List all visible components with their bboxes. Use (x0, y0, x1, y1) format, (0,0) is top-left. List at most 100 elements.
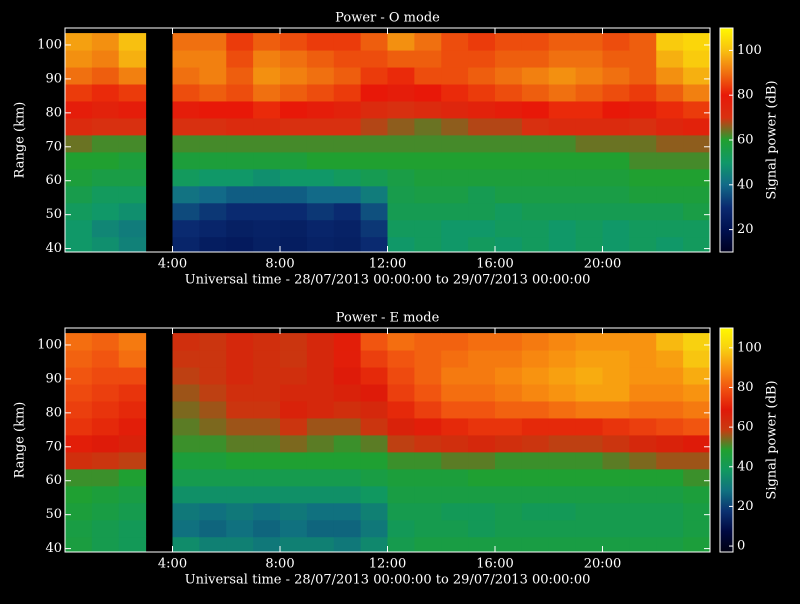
heat-cell (414, 151, 442, 170)
heat-cell (333, 84, 362, 102)
heat-cell (468, 33, 496, 51)
heat-cell (629, 400, 657, 419)
heat-cell (656, 151, 684, 170)
heat-cell (441, 100, 469, 119)
heat-cell (441, 485, 469, 504)
heat-cell (226, 84, 254, 102)
heat-cell (575, 536, 603, 552)
heat-cell (414, 84, 442, 102)
heat-cell (118, 100, 147, 119)
heat-cell (360, 468, 388, 487)
y-tick-label: 60 (45, 173, 62, 188)
heat-cell (172, 333, 200, 351)
heat-cell (333, 502, 362, 521)
y-tick-label: 80 (45, 405, 62, 420)
heat-cell (521, 519, 550, 538)
heat-cell (280, 451, 308, 470)
heat-cell (521, 168, 550, 187)
heat-cell (414, 417, 442, 436)
heat-cell (548, 117, 577, 136)
heat-cell (360, 384, 388, 402)
heat-cell (683, 367, 710, 385)
heat-cell (548, 50, 577, 68)
heat-cell (91, 536, 120, 552)
heat-cell (253, 400, 281, 419)
heat-cell (387, 185, 415, 204)
colorbar-label: Signal power (dB) (765, 380, 780, 499)
heat-cell (226, 519, 254, 538)
heat-cell (468, 50, 496, 68)
heat-cell (629, 202, 657, 221)
heat-cell (414, 219, 442, 238)
heat-cell (521, 100, 550, 119)
heat-cell (360, 134, 388, 153)
heat-cell (280, 219, 308, 238)
heat-cell (65, 502, 93, 521)
heat-cell (333, 219, 362, 238)
heat-cell (118, 468, 147, 487)
heat-cell (199, 350, 227, 368)
heat-cell (656, 519, 684, 538)
heat-cell (360, 33, 388, 51)
heat-cell (306, 350, 335, 368)
heat-cell (548, 519, 577, 538)
heat-cell (172, 400, 200, 419)
heat-cell (253, 185, 281, 204)
heat-cell (575, 367, 603, 385)
heat-cell (360, 451, 388, 470)
heat-cell (65, 151, 93, 170)
heat-cell (441, 236, 469, 252)
heat-cell (65, 33, 93, 51)
heat-cell (65, 219, 93, 238)
heat-cell (280, 100, 308, 119)
heat-cell (91, 350, 120, 368)
heat-cell (387, 350, 415, 368)
heat-cell (656, 502, 684, 521)
heat-cell (306, 485, 335, 504)
heat-cell (333, 67, 362, 85)
x-tick-label: 16:00 (476, 557, 513, 572)
heat-cell (656, 185, 684, 204)
heat-cell (91, 168, 120, 187)
heat-cell (602, 219, 630, 238)
heat-cell (91, 367, 120, 385)
heat-cell (226, 451, 254, 470)
heat-cell (656, 33, 684, 51)
heat-cell (333, 202, 362, 221)
y-axis-label: Range (km) (13, 402, 28, 479)
heat-cell (575, 50, 603, 68)
heat-cell (683, 84, 710, 102)
heat-cell (253, 367, 281, 385)
colorbar-tick-label: 0 (737, 539, 745, 554)
heat-cell (280, 417, 308, 436)
heat-cell (199, 168, 227, 187)
heatmap-cells (65, 33, 710, 252)
heat-cell (118, 185, 147, 204)
heat-cell (91, 185, 120, 204)
heat-cell (468, 519, 496, 538)
heat-cell (414, 384, 442, 402)
heat-cell (65, 434, 93, 453)
heat-cell (172, 219, 200, 238)
heat-cell (521, 367, 550, 385)
heat-cell (199, 502, 227, 521)
heat-cell (468, 350, 496, 368)
x-tick-label: 12:00 (369, 557, 406, 572)
heat-cell (360, 502, 388, 521)
heat-cell (360, 84, 388, 102)
heat-cell (91, 519, 120, 538)
heat-cell (226, 536, 254, 552)
heat-cell (65, 134, 93, 153)
heat-cell (629, 117, 657, 136)
heat-cell (468, 502, 496, 521)
heat-cell (91, 67, 120, 85)
heat-cell (468, 367, 496, 385)
heat-cell (495, 519, 523, 538)
heat-cell (656, 50, 684, 68)
heat-cell (602, 100, 630, 119)
heat-cell (495, 168, 523, 187)
heat-cell (199, 434, 227, 453)
y-tick-label: 50 (45, 207, 62, 222)
heat-cell (441, 519, 469, 538)
y-tick-label: 40 (45, 541, 62, 556)
